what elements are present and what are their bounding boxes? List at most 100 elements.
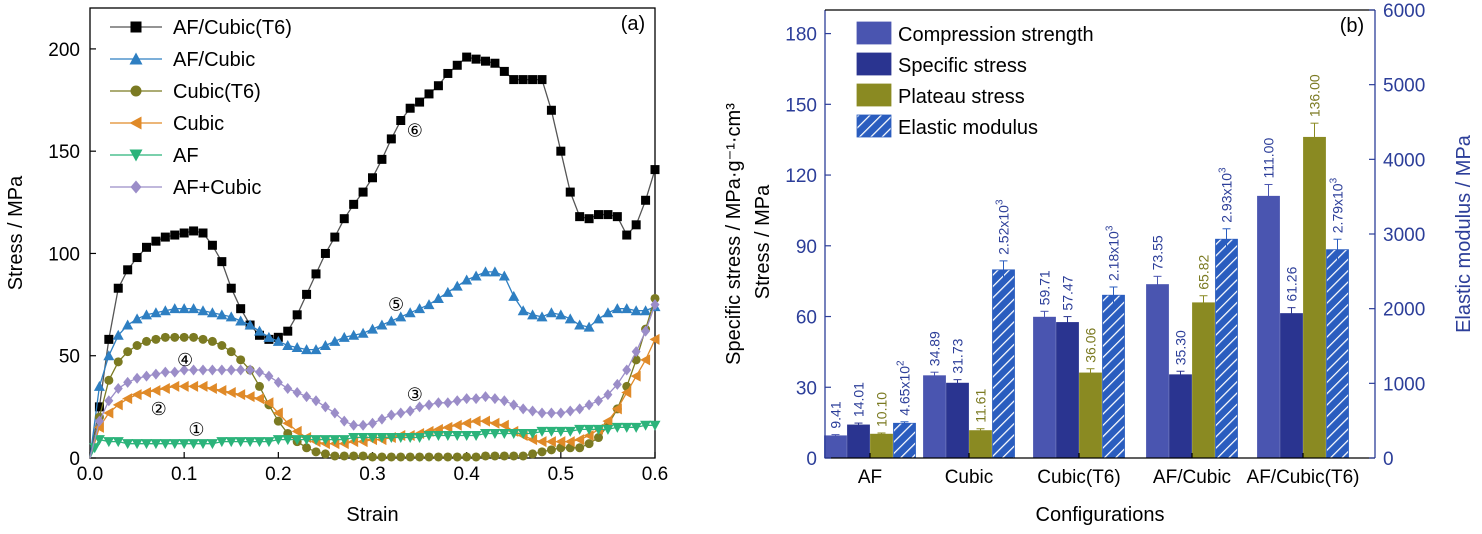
chart-a-point-af-cubic	[622, 364, 632, 376]
chart-a-legend-label-af: AF	[173, 145, 199, 167]
chart-b-data-label-compression-strength: 9.41	[828, 401, 844, 428]
chart-a-point-cubic	[169, 380, 180, 392]
chart-b-x-axis-label: Configurations	[1036, 504, 1165, 526]
chart-b-legend-label-elastic-modulus: Elastic modulus	[898, 117, 1038, 139]
chart-a-point-af-cubic-t6	[217, 257, 227, 267]
chart-b-left-tick-label: 30	[796, 378, 817, 399]
chart-a-point-af-cubic-t6	[481, 56, 490, 66]
chart-a-point-af-cubic	[368, 417, 377, 429]
chart-a-point-af-cubic-t6	[302, 289, 312, 299]
chart-b-data-label-specific-stress: 14.01	[851, 382, 867, 417]
chart-a-point-af-cubic	[311, 395, 321, 407]
chart-a-point-cubic	[141, 387, 151, 399]
chart-a-point-af-cubic-t6	[452, 60, 462, 70]
chart-a-point-af	[508, 428, 520, 439]
chart-b-legend-label-specific-stress: Specific stress	[898, 55, 1027, 77]
chart-a-point-af	[376, 433, 388, 444]
chart-a-point-af-cubic	[170, 366, 180, 378]
chart-a-point-af	[564, 426, 576, 437]
chart-a-series-af-cubic-t6	[89, 52, 660, 459]
chart-b-bar-elastic-modulus-cubic-t6	[1102, 294, 1125, 459]
chart-a-point-af	[583, 424, 595, 435]
chart-a-point-af-cubic	[414, 303, 426, 314]
chart-a-point-af	[319, 435, 331, 446]
chart-b-legend-swatch-elastic-modulus	[856, 114, 892, 138]
chart-b-data-label-plateau-stress: 36.06	[1083, 327, 1099, 362]
chart-a-point-af	[188, 439, 200, 450]
chart-b-data-label-specific-stress: 31.73	[950, 338, 966, 373]
chart-a-point-af	[178, 439, 190, 450]
chart-a-point-af	[480, 428, 491, 439]
chart-a-point-cubic-t6	[104, 375, 114, 385]
chart-b-legend-swatch-compression-strength	[856, 21, 892, 45]
chart-a-curve-label-cubic-t6: ④	[177, 350, 193, 370]
chart-a-point-af-cubic	[603, 389, 613, 401]
chart-a-point-cubic-t6	[509, 451, 519, 461]
chart-b-panel-label: (b)	[1340, 15, 1364, 37]
chart-a-point-af-cubic-t6	[330, 232, 340, 242]
chart-a-point-cubic-t6	[490, 451, 500, 461]
chart-a-point-af	[225, 437, 237, 448]
chart-a-point-af	[169, 439, 181, 450]
chart-b-bar-specific-stress-af-cubic	[1169, 374, 1192, 459]
chart-b-legend-label-compression-strength: Compression strength	[898, 24, 1094, 46]
chart-b-bar-compression-strength-cubic-t6	[1033, 316, 1056, 459]
chart-a-point-cubic	[527, 434, 538, 446]
chart-a-point-af-cubic-t6	[499, 66, 509, 76]
chart-a-point-af-cubic-t6	[612, 212, 622, 222]
chart-a-point-cubic	[611, 403, 622, 415]
chart-a-point-cubic-t6	[546, 445, 556, 455]
chart-a-point-af-cubic	[112, 329, 124, 340]
chart-a-point-af	[621, 422, 633, 433]
chart-a-point-af-cubic	[349, 419, 359, 431]
chart-b-bar-plateau-stress-cubic-t6	[1079, 372, 1102, 459]
chart-a-point-af-cubic	[264, 370, 274, 382]
chart-a-point-af	[536, 426, 548, 437]
chart-a-point-cubic-t6	[349, 451, 359, 461]
chart-a-y-tick-label: 200	[48, 40, 80, 61]
chart-a-legend-label-af-cubic: AF/Cubic	[173, 49, 255, 71]
chart-a-legend-label-cubic-t6: Cubic(T6)	[173, 81, 261, 103]
chart-b-data-label-exponent: 3	[1329, 177, 1340, 183]
chart-a-point-af-cubic	[452, 395, 462, 407]
chart-a-point-af	[89, 443, 101, 454]
chart-a-legend-marker-af-cubic	[130, 180, 142, 194]
chart-a-point-cubic-t6	[255, 381, 264, 391]
chart-a-series-af	[89, 420, 661, 459]
chart-a-point-cubic-t6	[320, 449, 330, 459]
chart-a-point-af-cubic	[272, 335, 284, 346]
chart-a-point-cubic-t6	[273, 416, 283, 426]
chart-b-left-tick-label: 150	[785, 95, 817, 116]
chart-a-point-cubic-t6	[142, 336, 151, 346]
chart-a-point-cubic-t6	[471, 452, 481, 462]
chart-a-point-af-cubic-t6	[415, 97, 425, 107]
chart-a-point-af-cubic	[385, 315, 397, 326]
chart-a-point-af-cubic-t6	[283, 326, 293, 336]
chart-a-legend-marker-af-cubic-t6	[130, 21, 142, 33]
chart-a-point-af	[432, 431, 444, 441]
chart-a-point-cubic	[630, 370, 641, 382]
chart-a-point-af-cubic-t6	[528, 75, 538, 85]
chart-a-point-cubic-t6	[123, 347, 133, 357]
chart-a-point-af-cubic	[442, 286, 454, 297]
chart-a-point-cubic	[272, 407, 283, 419]
chart-a-curve-label-af-cubic: ⑤	[388, 295, 404, 315]
chart-a-point-cubic	[254, 393, 264, 405]
chart-b-data-label-compression-strength: 34.89	[927, 331, 943, 366]
chart-a-point-af-cubic	[546, 407, 556, 419]
chart-a-point-af-cubic-t6	[236, 304, 246, 314]
chart-a-point-af-cubic	[480, 266, 491, 277]
chart-a-point-af-cubic	[545, 307, 557, 318]
chart-a-point-af-cubic-t6	[160, 232, 170, 242]
chart-b-bar-specific-stress-cubic-t6	[1056, 322, 1079, 459]
chart-a-point-cubic	[178, 380, 189, 392]
chart-a-point-af-cubic	[396, 407, 406, 419]
chart-a-point-af-cubic	[584, 399, 594, 411]
chart-a-x-tick-label: 0.4	[453, 464, 480, 485]
chart-a-point-af-cubic	[301, 344, 313, 355]
chart-a-point-cubic-t6	[650, 293, 660, 303]
chart-a-point-af	[150, 439, 162, 450]
chart-b-data-label-plateau-stress: 136.00	[1307, 74, 1323, 117]
chart-b-bar-plateau-stress-cubic	[969, 430, 992, 459]
chart-a-point-cubic-t6	[433, 452, 443, 462]
